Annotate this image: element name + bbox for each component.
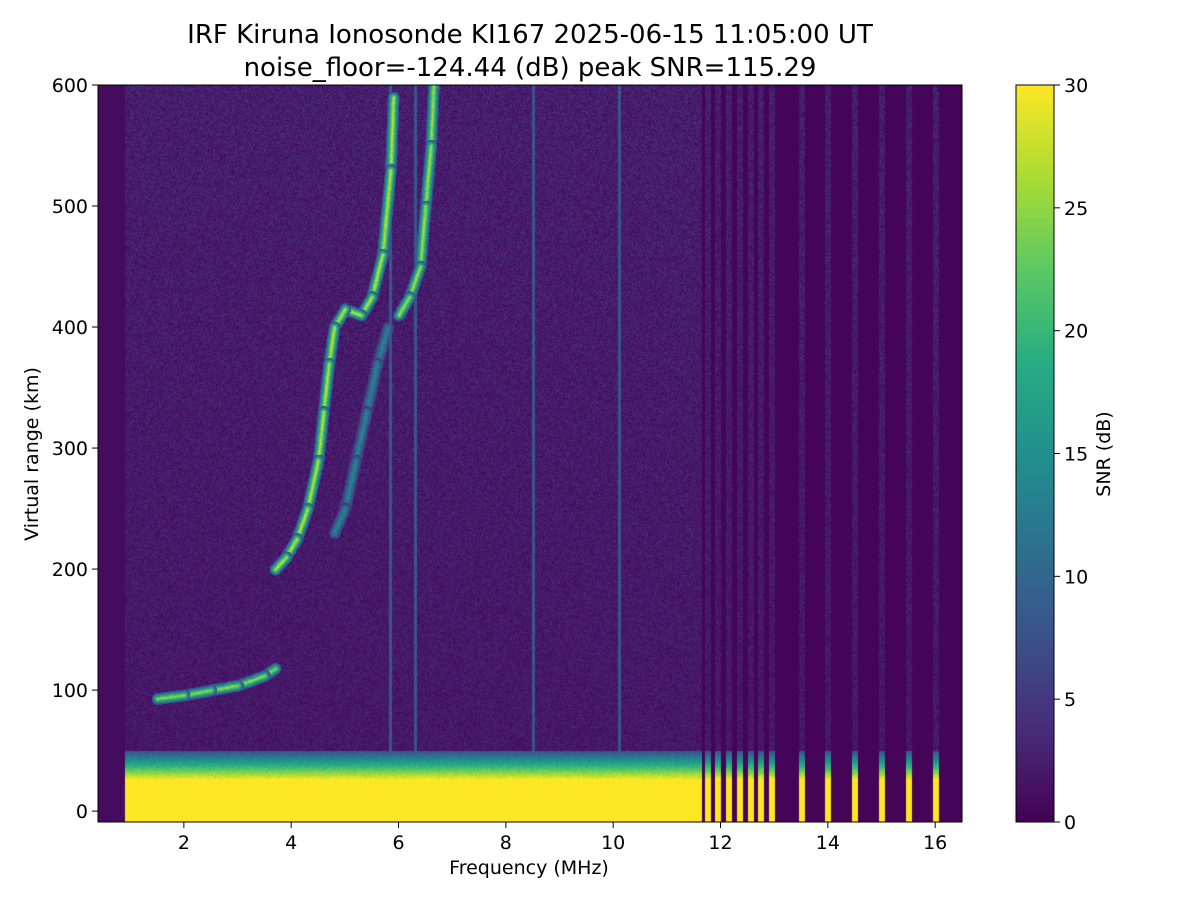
y-tick-label: 0 — [76, 801, 88, 823]
x-tick-label: 8 — [500, 832, 512, 854]
x-axis-ticks: 2 4 6 8 10 12 14 16 — [178, 822, 947, 854]
y-tick-label: 400 — [52, 317, 88, 339]
x-tick-label: 2 — [178, 832, 190, 854]
y-tick-label: 100 — [52, 680, 88, 702]
x-tick-label: 10 — [601, 832, 625, 854]
y-axis-ticks: 0 100 200 300 400 500 600 — [52, 75, 98, 823]
chart-title: IRF Kiruna Ionosonde KI167 2025-06-15 11… — [187, 20, 873, 50]
colorbar — [1015, 84, 1055, 823]
y-tick-label: 600 — [52, 75, 88, 97]
colorbar-tick-label: 25 — [1064, 198, 1088, 220]
chart-subtitle: noise_floor=-124.44 (dB) peak SNR=115.29 — [244, 53, 817, 83]
x-tick-label: 14 — [816, 832, 840, 854]
x-axis-label: Frequency (MHz) — [449, 857, 609, 879]
colorbar-tick-label: 15 — [1064, 444, 1088, 466]
colorbar-ticks: 0 5 10 15 20 25 30 — [1054, 75, 1088, 834]
colorbar-tick-label: 30 — [1064, 75, 1088, 97]
colorbar-tick-label: 10 — [1064, 566, 1088, 588]
x-tick-label: 6 — [392, 832, 404, 854]
colorbar-label: SNR (dB) — [1093, 411, 1115, 496]
x-tick-label: 16 — [923, 832, 947, 854]
x-tick-label: 4 — [285, 832, 297, 854]
y-tick-label: 500 — [52, 196, 88, 218]
heatmap-canvas — [98, 85, 962, 822]
x-tick-label: 12 — [708, 832, 732, 854]
colorbar-tick-label: 0 — [1064, 812, 1076, 834]
y-tick-label: 300 — [52, 438, 88, 460]
plot-frame — [97, 84, 963, 823]
colorbar-tick-label: 20 — [1064, 321, 1088, 343]
colorbar-tick-label: 5 — [1064, 689, 1076, 711]
y-axis-label: Virtual range (km) — [21, 367, 43, 541]
y-tick-label: 200 — [52, 559, 88, 581]
